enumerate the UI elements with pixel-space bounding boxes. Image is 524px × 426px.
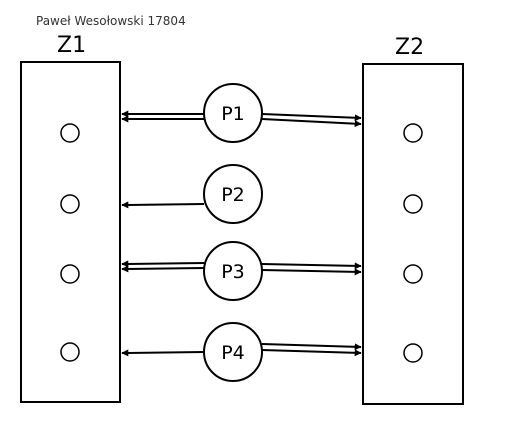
p3-right-arrows [261,262,362,276]
process-p1-label: P1 [221,103,245,125]
z1-port-2 [60,194,80,214]
p1-left-arrows [121,110,204,123]
process-p4-label: P4 [221,342,245,364]
process-p4: P4 [203,322,263,382]
process-p2: P2 [203,164,263,224]
author-caption: Paweł Wesołowski 17804 [36,14,186,28]
process-p3: P3 [203,241,263,301]
process-p3-label: P3 [221,261,245,283]
z2-port-4 [403,343,423,363]
z1-port-4 [60,342,80,362]
z2-port-3 [403,264,423,284]
zone-z2-label: Z2 [395,35,424,60]
process-p2-label: P2 [221,184,245,206]
zone-z2-box [362,63,464,405]
p1-right-arrows [261,113,362,128]
p4-left-arrow [121,349,205,357]
p2-left-arrow [121,201,205,209]
z2-port-1 [403,123,423,143]
z1-port-1 [60,123,80,143]
z1-port-3 [60,264,80,284]
process-p1: P1 [203,83,263,143]
zone-z1-box [20,61,121,403]
p3-left-arrows [121,260,205,273]
zone-z1-label: Z1 [57,33,86,58]
p4-right-arrows [261,343,362,357]
z2-port-2 [403,194,423,214]
